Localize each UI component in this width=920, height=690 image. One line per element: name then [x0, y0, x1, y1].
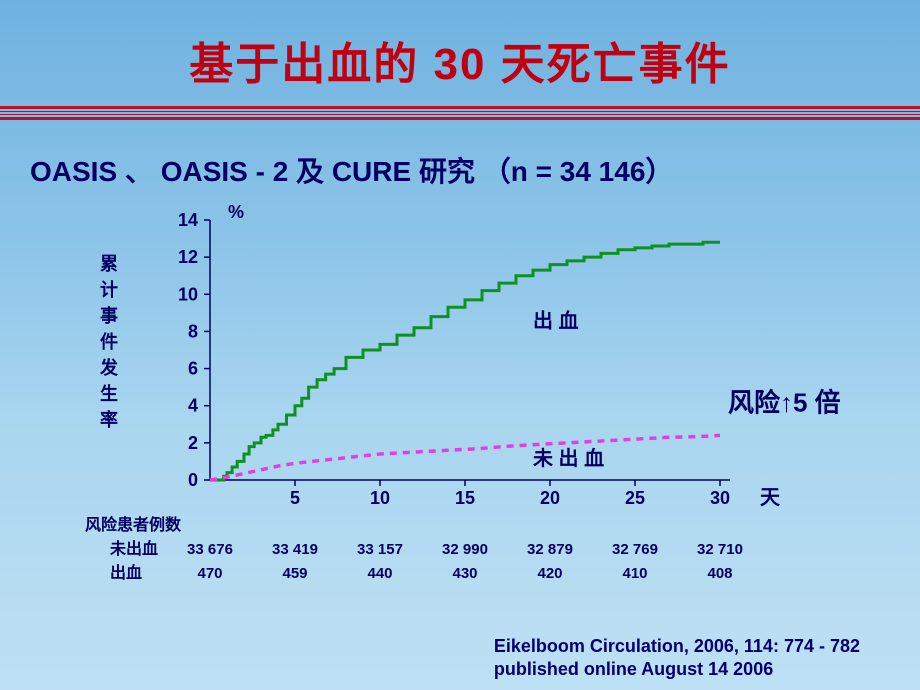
risk-table-header: 风险患者例数	[85, 515, 182, 534]
risk-table-cell: 440	[367, 565, 392, 582]
risk-table-cell: 33 676	[187, 541, 233, 558]
citation-line-1: Eikelboom Circulation, 2006, 114: 774 - …	[494, 635, 860, 658]
risk-table-cell: 33 157	[357, 541, 403, 558]
risk-table-cell: 470	[197, 565, 222, 582]
y-axis-title-char: 累	[100, 254, 118, 274]
x-tick-label: 30	[710, 488, 730, 508]
series-bleed-line	[210, 242, 720, 480]
x-tick-label: 15	[455, 488, 475, 508]
y-axis-title-char: 计	[100, 279, 118, 300]
risk-table-cell: 410	[622, 565, 647, 582]
y-axis-title-char: 生	[100, 383, 118, 404]
y-tick-label: 10	[178, 284, 198, 304]
risk-table-row-label: 出血	[110, 563, 142, 582]
y-tick-label: 0	[188, 470, 198, 490]
x-unit-label: 天	[760, 487, 781, 509]
y-axis-title-char: 事	[100, 305, 118, 326]
km-chart: 0246810121451015202530%天累计事件发生率出 血未 出 血风…	[60, 200, 860, 630]
y-tick-label: 4	[188, 396, 198, 416]
y-tick-label: 2	[188, 433, 198, 453]
risk-table-row-label: 未出血	[109, 539, 158, 558]
risk-table-cell: 430	[452, 565, 477, 582]
series-nobleed-label: 未 出 血	[533, 446, 604, 470]
y-axis-title-char: 件	[100, 331, 118, 352]
slide: 基于出血的 30 天死亡事件 OASIS 、 OASIS - 2 及 CURE …	[0, 0, 920, 690]
series-nobleed-line	[210, 435, 720, 480]
citation: Eikelboom Circulation, 2006, 114: 774 - …	[494, 635, 860, 680]
y-tick-label: 6	[188, 359, 198, 379]
risk-table-cell: 420	[537, 565, 562, 582]
x-tick-label: 10	[370, 488, 390, 508]
y-unit-label: %	[228, 202, 244, 222]
chart-svg: 0246810121451015202530%天累计事件发生率出 血未 出 血风…	[60, 200, 860, 630]
risk-table-cell: 32 879	[527, 541, 573, 558]
page-title: 基于出血的 30 天死亡事件	[0, 28, 920, 92]
risk-table-cell: 33 419	[272, 541, 318, 558]
title-divider	[0, 106, 920, 120]
risk-table-cell: 459	[282, 565, 307, 582]
x-tick-label: 25	[625, 488, 645, 508]
risk-table-cell: 32 769	[612, 541, 658, 558]
y-tick-label: 14	[178, 210, 198, 230]
risk-table-cell: 32 710	[697, 541, 743, 558]
x-tick-label: 5	[290, 488, 300, 508]
y-axis-title-char: 率	[100, 409, 118, 430]
x-tick-label: 20	[540, 488, 560, 508]
risk-table-cell: 32 990	[442, 541, 488, 558]
y-tick-label: 8	[188, 321, 198, 341]
series-bleed-label: 出 血	[533, 309, 579, 333]
study-subtitle: OASIS 、 OASIS - 2 及 CURE 研究 （n = 34 146）	[30, 150, 890, 190]
y-tick-label: 12	[178, 247, 198, 267]
risk-annotation: 风险↑5 倍	[728, 388, 841, 418]
citation-line-2: published online August 14 2006	[494, 658, 860, 681]
risk-table-cell: 408	[707, 565, 732, 582]
y-axis-title-char: 发	[99, 357, 119, 378]
